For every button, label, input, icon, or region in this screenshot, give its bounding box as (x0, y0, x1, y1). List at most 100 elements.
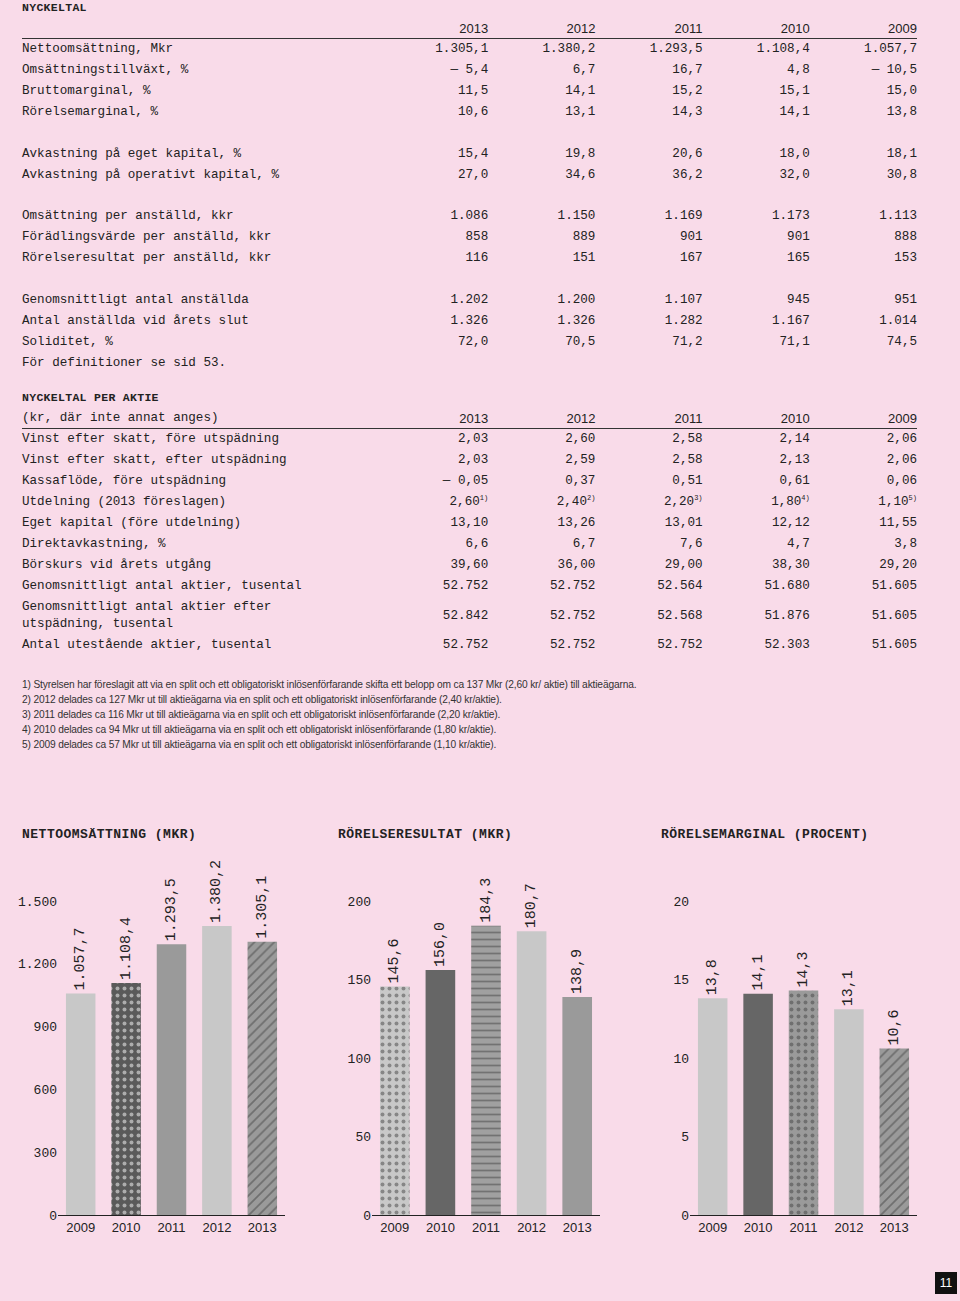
html-text:Avkastning på eget kapital, %: Avkastning på eget kapital, % (22, 146, 242, 161)
html-text:30,8: 30,8 (886, 167, 917, 182)
svg-text:138,9: 138,9 (569, 949, 586, 994)
html-text:1.380,2: 1.380,2 (542, 42, 596, 57)
html-text:901: 901 (679, 230, 703, 245)
svg-text:15: 15 (673, 973, 689, 988)
html-text:14,1: 14,1 (565, 84, 596, 99)
html-text:1.057,7: 1.057,7 (864, 42, 917, 57)
html-text:6,7: 6,7 (572, 63, 596, 78)
html-text:Förädlingsvärde per anställd,: Förädlingsvärde per anställd, kkr (22, 230, 272, 245)
html-text:— 5,4: — 5,4 (450, 63, 489, 78)
html-text:14,1: 14,1 (779, 105, 810, 120)
svg-text:184,3: 184,3 (478, 878, 495, 923)
svg-text:14,3: 14,3 (795, 951, 812, 987)
html-text:18,1: 18,1 (886, 146, 917, 161)
svg-text:1.500: 1.500 (18, 895, 57, 910)
svg-text:2009: 2009 (698, 1220, 727, 1235)
svg-text:900: 900 (34, 1020, 57, 1035)
svg-text:50: 50 (355, 1130, 371, 1145)
html-text:10,6: 10,6 (458, 105, 489, 120)
html-text:Omsättning per anställd, kkr: Omsättning per anställd, kkr (22, 209, 234, 224)
svg-text:0: 0 (363, 1209, 371, 1224)
svg-text:1.108,4: 1.108,4 (118, 917, 135, 980)
svg-text:10,6: 10,6 (886, 1010, 903, 1046)
svg-text:2013: 2013 (248, 1220, 277, 1235)
svg-text:100: 100 (348, 1052, 371, 1067)
html-text:1.113: 1.113 (879, 209, 917, 224)
html-text:2010: 2010 (780, 21, 810, 36)
html-text:15,0: 15,0 (886, 84, 917, 99)
html-text:18,0: 18,0 (779, 146, 810, 161)
html-text:36,2: 36,2 (672, 167, 703, 182)
html-text:34,6: 34,6 (565, 167, 596, 182)
svg-text:0: 0 (49, 1209, 57, 1224)
html-text:1.108,4: 1.108,4 (756, 42, 810, 57)
svg-text:600: 600 (34, 1083, 57, 1098)
html-text:27,0: 27,0 (458, 167, 489, 182)
svg-text:1.057,7: 1.057,7 (72, 928, 89, 991)
html-text:15,4: 15,4 (458, 146, 489, 161)
html-text:32,0: 32,0 (779, 167, 810, 182)
svg-text:2009: 2009 (380, 1220, 409, 1235)
html-text:11,5: 11,5 (458, 84, 489, 99)
svg-text:2012: 2012 (202, 1220, 231, 1235)
html-text:1.150: 1.150 (557, 209, 596, 224)
svg-text:2012: 2012 (834, 1220, 863, 1235)
html-text:20,6: 20,6 (672, 146, 703, 161)
html-text:13,1: 13,1 (565, 105, 596, 120)
svg-text:300: 300 (34, 1146, 57, 1161)
html-text:2013: 2013 (459, 21, 489, 36)
svg-text:2010: 2010 (426, 1220, 455, 1235)
svg-text:180,7: 180,7 (523, 883, 540, 928)
svg-text:145,6: 145,6 (386, 938, 403, 983)
svg-text:5: 5 (681, 1130, 689, 1145)
svg-text:0: 0 (681, 1209, 689, 1224)
html-text:19,8: 19,8 (565, 146, 596, 161)
html-text:15,1: 15,1 (779, 84, 810, 99)
html-text:14,3: 14,3 (672, 105, 703, 120)
svg-text:1.200: 1.200 (18, 957, 57, 972)
html-text:1.169: 1.169 (664, 209, 703, 224)
svg-text:2013: 2013 (563, 1220, 592, 1235)
svg-text:1.380,2: 1.380,2 (208, 860, 225, 923)
svg-text:13,1: 13,1 (840, 970, 857, 1006)
html-text:Rörelseresultat per anställd,: Rörelseresultat per anställd, kkr (22, 251, 272, 266)
html-text:889: 889 (572, 230, 596, 245)
svg-text:1.305,1: 1.305,1 (254, 876, 271, 939)
html-text:116: 116 (465, 251, 489, 266)
svg-text:13,8: 13,8 (704, 959, 721, 995)
svg-text:2011: 2011 (472, 1220, 500, 1235)
html-text:— 10,5: — 10,5 (871, 63, 917, 78)
html-text:Genomsnittligt antal aktier ef: Genomsnittligt antal aktier efter utspäd… (22, 600, 272, 631)
html-text:13,8: 13,8 (886, 105, 917, 120)
html-text:1.086: 1.086 (450, 209, 489, 224)
html-text:858: 858 (465, 230, 489, 245)
svg-text:14,1: 14,1 (750, 955, 767, 991)
html-text:1.305,1: 1.305,1 (435, 42, 489, 57)
svg-text:156,0: 156,0 (432, 922, 449, 967)
html-text:901: 901 (787, 230, 810, 245)
html-text:2012: 2012 (566, 21, 596, 36)
html-text:2009: 2009 (888, 21, 917, 36)
svg-text:2009: 2009 (66, 1220, 95, 1235)
html-text:2011: 2011 (674, 21, 703, 36)
svg-text:20: 20 (673, 895, 689, 910)
html-text:1.173: 1.173 (772, 209, 810, 224)
svg-text:2011: 2011 (158, 1220, 186, 1235)
svg-text:10: 10 (673, 1052, 689, 1067)
html-text:4,8: 4,8 (787, 63, 810, 78)
svg-text:1.293,5: 1.293,5 (163, 878, 180, 941)
svg-text:2013: 2013 (880, 1220, 909, 1235)
html-text:16,7: 16,7 (672, 63, 703, 78)
html-text:167: 167 (679, 251, 703, 266)
svg-text:2012: 2012 (517, 1220, 546, 1235)
svg-text:2011: 2011 (790, 1220, 818, 1235)
svg-text:2010: 2010 (744, 1220, 773, 1235)
html-text:151: 151 (572, 251, 596, 266)
html-text:888: 888 (894, 230, 917, 245)
svg-text:200: 200 (348, 895, 371, 910)
svg-text:2010: 2010 (112, 1220, 141, 1235)
html-text:1.293,5: 1.293,5 (649, 42, 703, 57)
svg-text:150: 150 (348, 973, 371, 988)
html-text:15,2: 15,2 (672, 84, 703, 99)
html-text:Avkastning på operativt kapita: Avkastning på operativt kapital, % (22, 167, 279, 182)
